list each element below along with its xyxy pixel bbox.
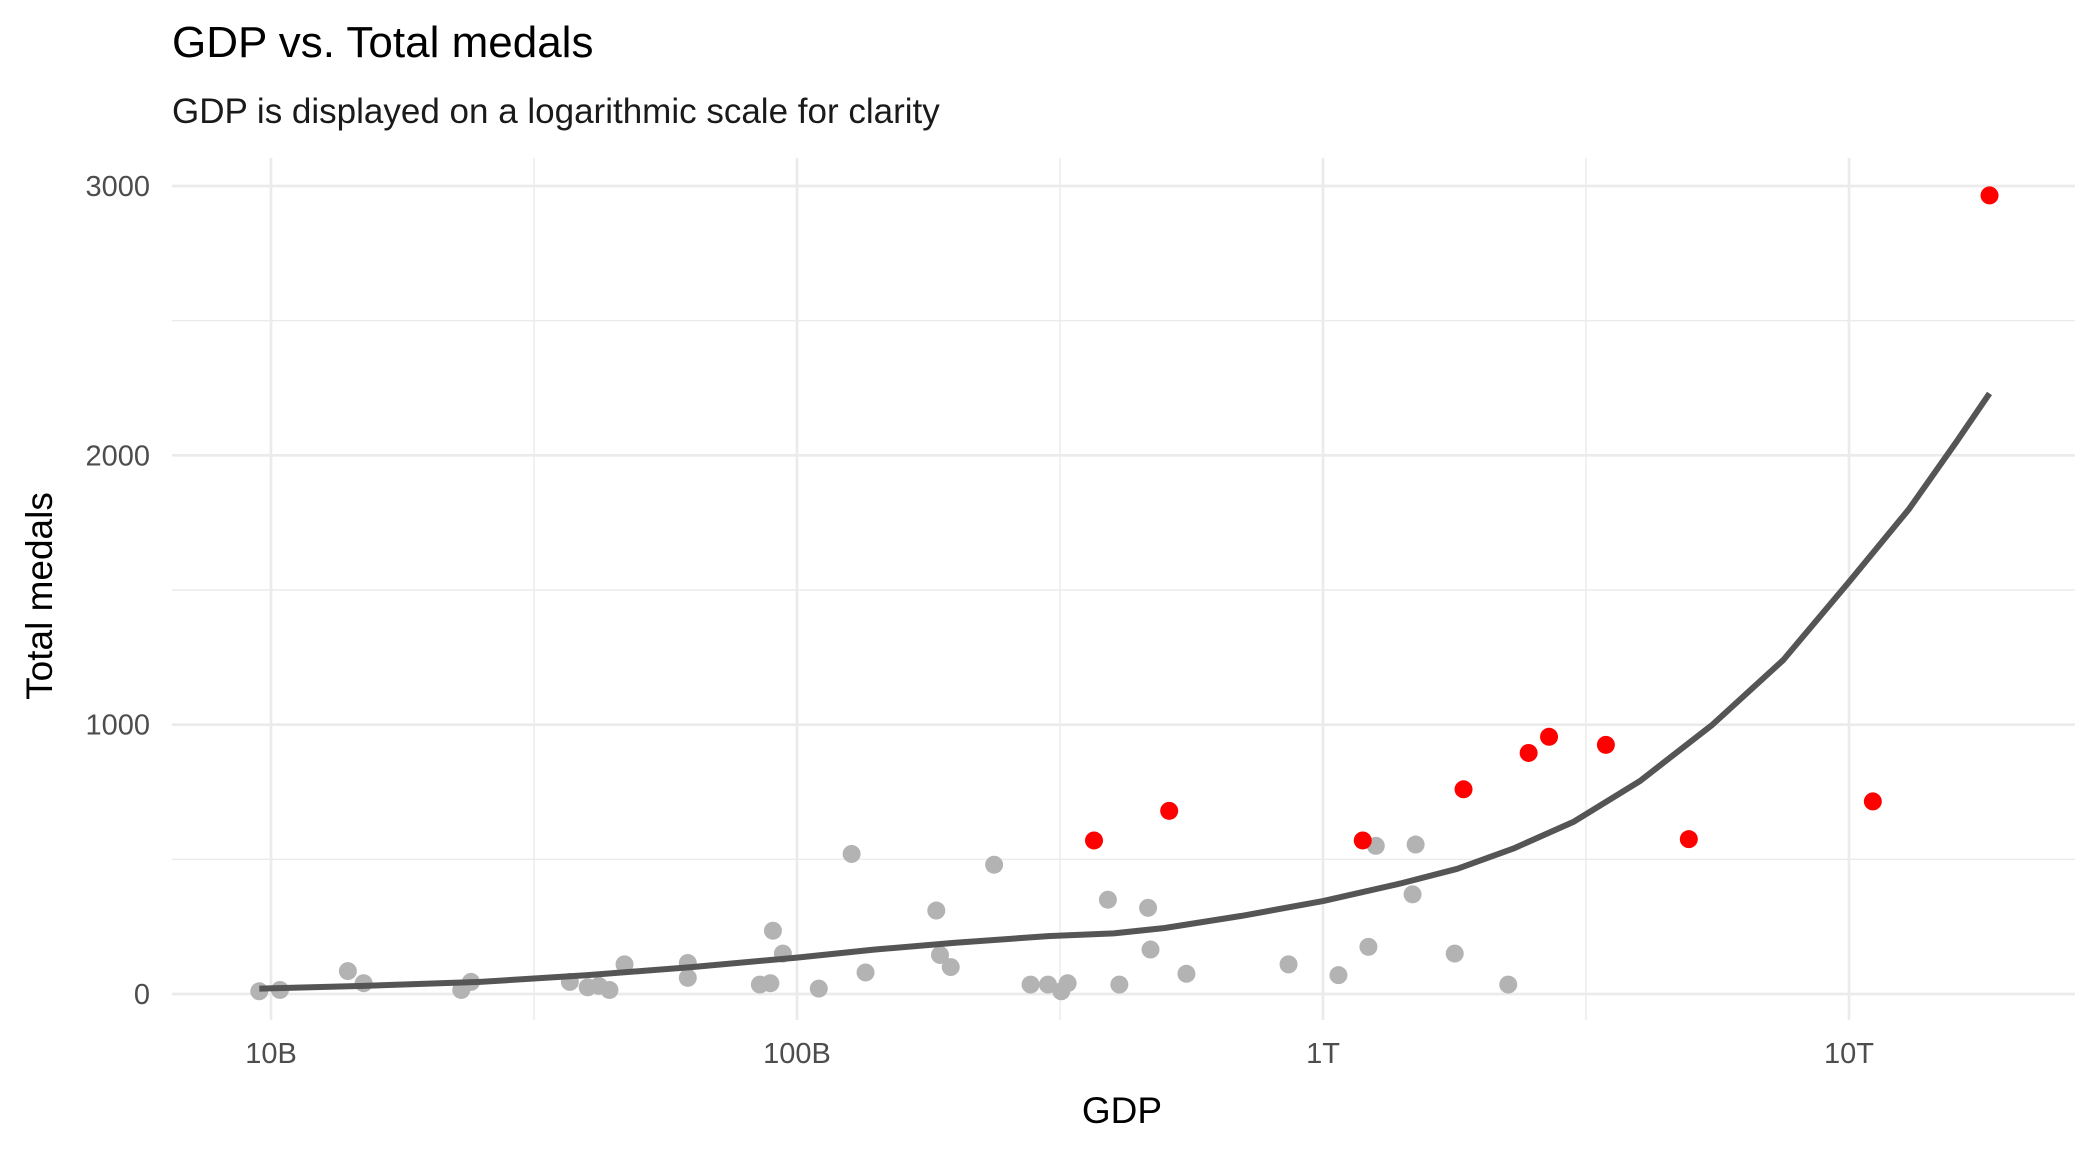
data-point-other bbox=[1141, 940, 1160, 959]
data-point-other bbox=[809, 979, 828, 998]
data-point-other bbox=[338, 962, 357, 981]
data-point-highlighted bbox=[1160, 801, 1179, 820]
data-point-highlighted bbox=[1863, 792, 1882, 811]
y-tick-label: 3000 bbox=[85, 171, 150, 203]
data-point-highlighted bbox=[1085, 831, 1104, 850]
data-point-other bbox=[1038, 975, 1057, 994]
data-point-other bbox=[1329, 966, 1348, 985]
data-point-other bbox=[930, 945, 949, 964]
data-point-highlighted bbox=[1540, 727, 1559, 746]
data-point-other bbox=[985, 855, 1004, 874]
data-point-highlighted bbox=[1596, 735, 1615, 754]
data-point-other bbox=[1403, 885, 1422, 904]
x-tick-label: 1T bbox=[1306, 1038, 1340, 1070]
data-point-other bbox=[1110, 975, 1129, 994]
x-tick-label: 100B bbox=[763, 1038, 831, 1070]
points-other-series bbox=[250, 835, 1518, 1001]
points-highlighted-series bbox=[1085, 186, 1999, 850]
data-point-other bbox=[1098, 890, 1117, 909]
x-tick-label: 10B bbox=[245, 1038, 297, 1070]
y-axis-title: Total medals bbox=[19, 492, 60, 700]
data-point-other bbox=[1058, 974, 1077, 993]
x-axis-tick-labels: 10B 100B 1T 10T bbox=[245, 1038, 1874, 1070]
data-point-other bbox=[1445, 944, 1464, 963]
data-point-other bbox=[1177, 964, 1196, 983]
y-axis-tick-labels: 0 1000 2000 3000 bbox=[85, 171, 150, 1011]
y-tick-label: 0 bbox=[134, 979, 150, 1011]
data-point-other bbox=[763, 921, 782, 940]
data-point-other bbox=[1499, 975, 1518, 994]
y-tick-label: 2000 bbox=[85, 440, 150, 472]
data-point-other bbox=[615, 955, 634, 974]
data-point-other bbox=[842, 844, 861, 863]
data-point-other bbox=[678, 968, 697, 987]
data-point-other bbox=[600, 980, 619, 999]
data-point-highlighted bbox=[1454, 780, 1473, 799]
data-point-other bbox=[927, 901, 946, 920]
y-tick-label: 1000 bbox=[85, 710, 150, 742]
chart-subtitle: GDP is displayed on a logarithmic scale … bbox=[172, 92, 940, 131]
x-tick-label: 10T bbox=[1824, 1038, 1874, 1070]
data-point-other bbox=[761, 974, 780, 993]
data-point-other bbox=[1021, 975, 1040, 994]
data-point-highlighted bbox=[1679, 830, 1698, 849]
data-point-highlighted bbox=[1980, 186, 1999, 205]
x-axis-title: GDP bbox=[1082, 1090, 1162, 1131]
data-point-other bbox=[1406, 835, 1425, 854]
data-point-other bbox=[1359, 937, 1378, 956]
chart-title: GDP vs. Total medals bbox=[172, 18, 593, 67]
major-gridlines bbox=[172, 158, 2075, 1020]
data-point-other bbox=[1139, 898, 1158, 917]
data-point-other bbox=[941, 958, 960, 977]
data-point-other bbox=[1279, 955, 1298, 974]
data-point-highlighted bbox=[1353, 831, 1372, 850]
trend-line bbox=[259, 391, 1992, 992]
data-point-other bbox=[856, 963, 875, 982]
data-point-highlighted bbox=[1519, 743, 1538, 762]
minor-gridlines bbox=[172, 158, 2075, 1020]
